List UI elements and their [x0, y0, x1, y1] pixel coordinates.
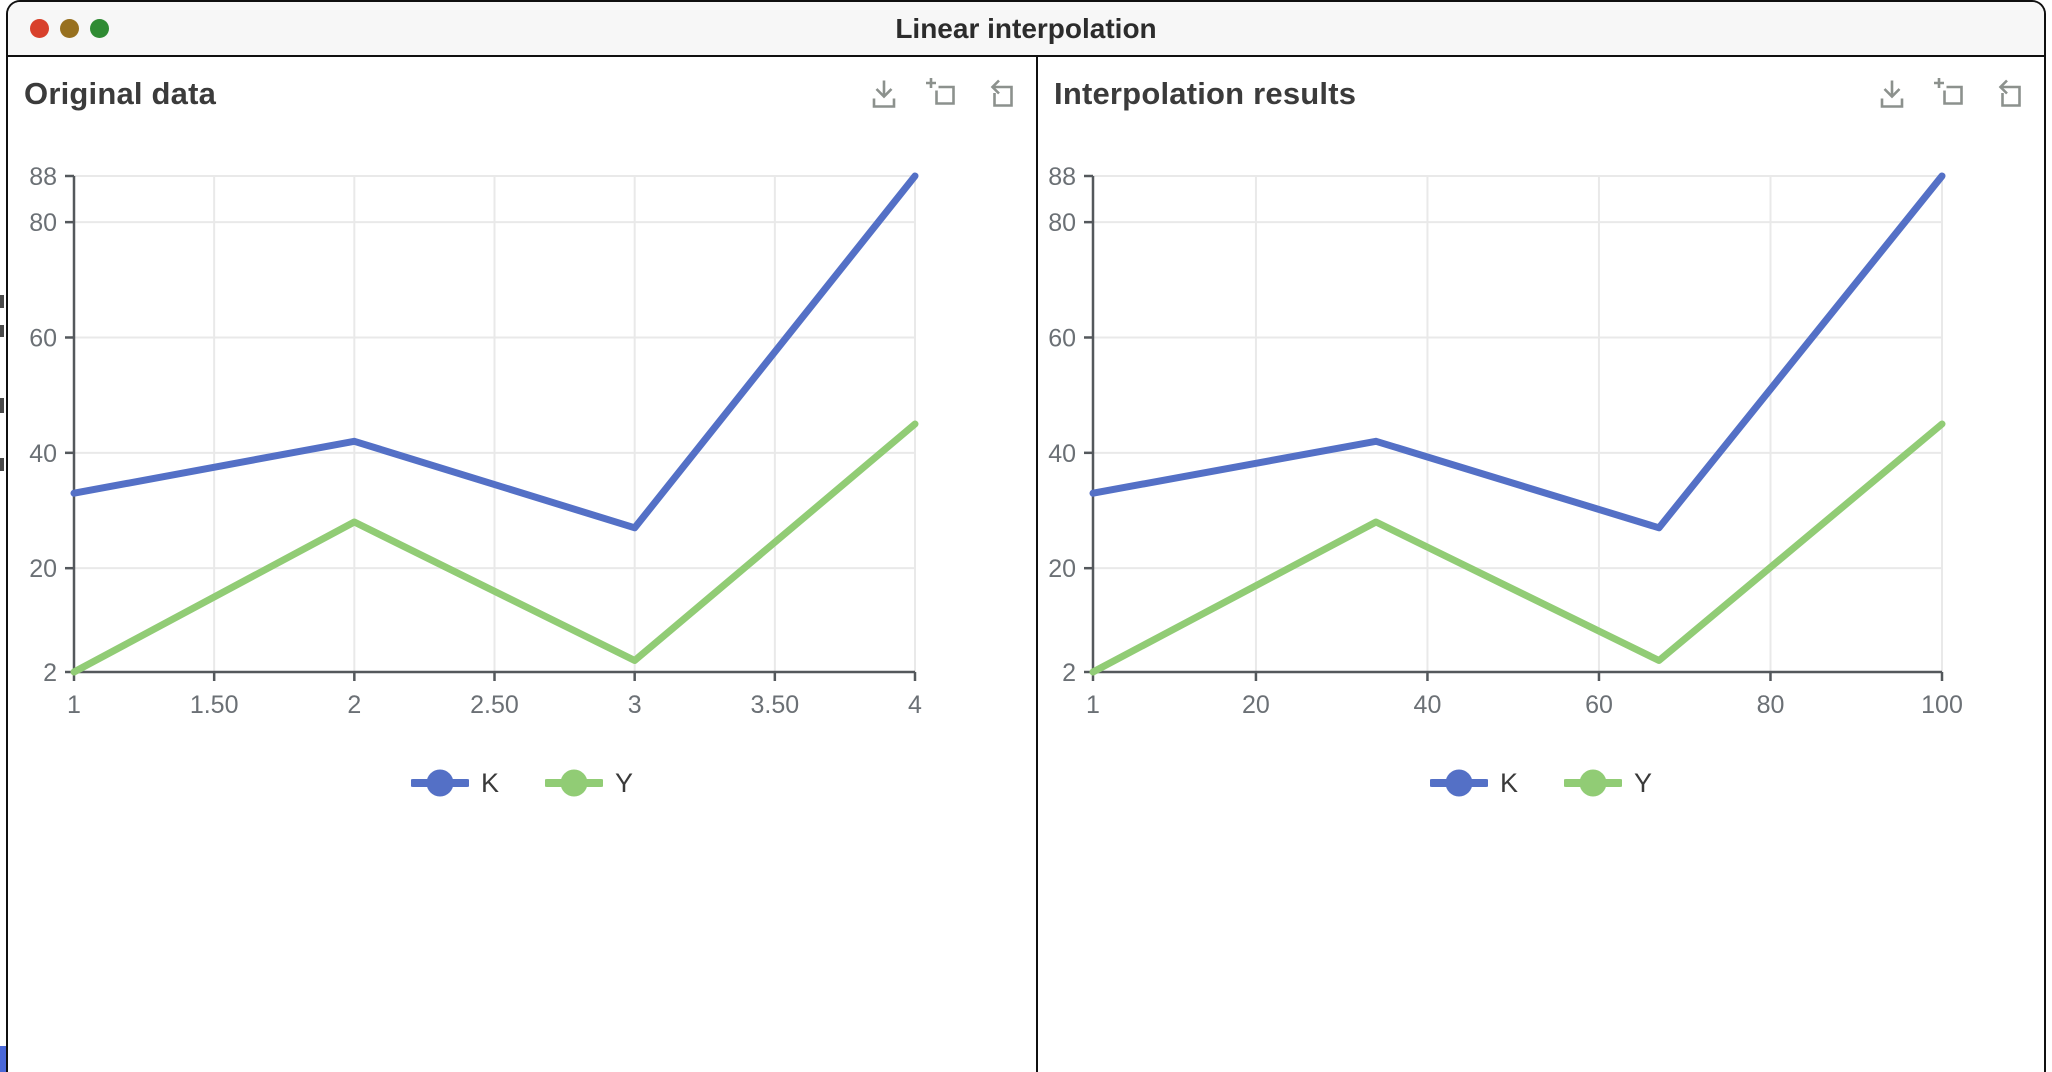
y-tick-label: 20 — [29, 555, 57, 583]
series-line-K — [70, 172, 919, 532]
window-title: Linear interpolation — [895, 12, 1157, 44]
zoom-select-icon[interactable] — [1932, 76, 1968, 112]
titlebar[interactable]: Linear interpolation — [8, 2, 2044, 57]
y-tick-label: 2 — [1062, 659, 1076, 687]
save-image-icon[interactable] — [1874, 76, 1910, 112]
panel-title: Interpolation results — [1054, 76, 1357, 111]
background-window-artifact — [0, 295, 4, 308]
zoom-button[interactable] — [90, 19, 109, 38]
x-tick-label: 1 — [1086, 691, 1100, 719]
close-button[interactable] — [30, 19, 49, 38]
y-tick-label: 40 — [1048, 440, 1076, 468]
save-image-icon[interactable] — [866, 76, 902, 112]
series-line-K — [1089, 172, 1946, 532]
panel-header: Original data — [8, 57, 1036, 125]
x-tick-label: 2 — [347, 691, 361, 719]
y-tick-label: 40 — [29, 440, 57, 468]
line-chart-original-data: 2 20 40 60 80 88 1 1.50 2 2.50 3 3.50 4 — [29, 163, 922, 719]
traffic-lights — [8, 19, 109, 38]
y-tick-label: 88 — [1048, 163, 1076, 191]
background-window-artifact — [0, 325, 4, 337]
restore-icon[interactable] — [1990, 76, 2026, 112]
legend-item-Y[interactable]: Y — [545, 767, 633, 799]
y-tick-label: 80 — [1048, 209, 1076, 237]
minimize-button[interactable] — [60, 19, 79, 38]
app-window: Linear interpolation Original data — [6, 0, 2046, 1072]
legend-item-Y[interactable]: Y — [1564, 767, 1652, 799]
legend-line-marker-icon — [410, 769, 469, 797]
y-tick-label: 60 — [29, 324, 57, 352]
background-window-artifact — [0, 398, 4, 413]
x-tick-label: 3 — [628, 691, 642, 719]
line-chart-interpolation-results: 2 20 40 60 80 88 1 20 40 60 80 100 — [1048, 163, 1963, 719]
legend-line-marker-icon — [1429, 769, 1488, 797]
x-tick-label: 60 — [1585, 691, 1613, 719]
x-tick-label: 1 — [67, 691, 81, 719]
panel-divider — [1036, 57, 1038, 1072]
panel-original-data: Original data — [8, 57, 1036, 1072]
restore-icon[interactable] — [982, 76, 1018, 112]
x-tick-label: 2.50 — [470, 691, 519, 719]
x-tick-label: 80 — [1757, 691, 1785, 719]
chart-toolbar — [866, 76, 1018, 112]
chart-toolbar — [1874, 76, 2026, 112]
y-tick-label: 20 — [1048, 555, 1076, 583]
x-tick-label: 1.50 — [190, 691, 239, 719]
legend-label: Y — [615, 767, 634, 798]
legend-line-marker-icon — [545, 769, 603, 797]
panel-header: Interpolation results — [1038, 57, 2044, 125]
panel-title: Original data — [24, 76, 217, 111]
window-content: Original data — [8, 57, 2044, 1072]
x-tick-label: 3.50 — [750, 691, 799, 719]
series-line-Y — [70, 420, 919, 676]
x-tick-label: 4 — [908, 691, 922, 719]
legend-label: Y — [1634, 767, 1653, 798]
legend-label: K — [1499, 767, 1518, 798]
legend-item-K[interactable]: K — [410, 767, 499, 799]
y-tick-label: 88 — [29, 163, 57, 191]
background-window-artifact-blue — [0, 1046, 9, 1072]
x-tick-label: 20 — [1242, 691, 1270, 719]
legend-item-K[interactable]: K — [1429, 767, 1518, 799]
zoom-select-icon[interactable] — [924, 76, 960, 112]
panel-interpolation-results: Interpolation results — [1038, 57, 2044, 1072]
y-tick-label: 80 — [29, 209, 57, 237]
series-line-Y — [1089, 420, 1946, 676]
y-tick-label: 2 — [43, 659, 57, 687]
x-tick-label: 40 — [1414, 691, 1442, 719]
background-window-artifact — [0, 458, 4, 471]
x-tick-label: 100 — [1921, 691, 1963, 719]
y-tick-label: 60 — [1048, 324, 1076, 352]
legend-line-marker-icon — [1564, 769, 1622, 797]
legend-label: K — [480, 767, 499, 798]
